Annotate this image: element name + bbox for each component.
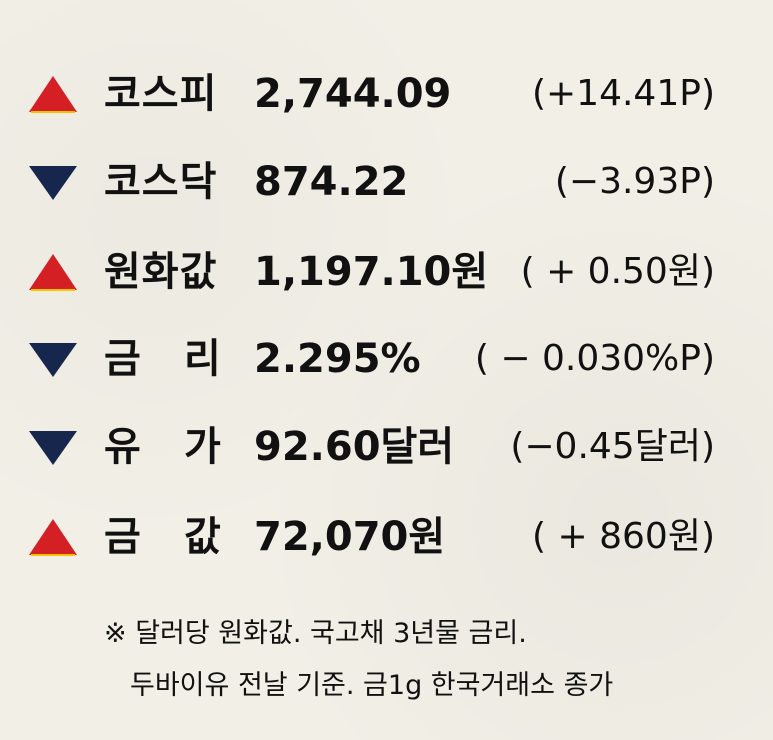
- row-value: 2,744.09: [254, 71, 452, 117]
- up-triangle-icon: [28, 74, 78, 114]
- row-label-first: 금: [104, 514, 141, 560]
- row-label: 원화값: [104, 249, 218, 295]
- row-change: (+14.41P): [531, 73, 715, 114]
- row-label-second: 리: [184, 336, 221, 382]
- footnote-line-2: 두바이유 전날 기준. 금1g 한국거래소 종가: [130, 670, 614, 701]
- row-label: 코스피: [104, 71, 218, 117]
- down-triangle-icon: [28, 339, 78, 379]
- row-label: 코스닥: [104, 159, 218, 205]
- row-change: (−0.45달러): [510, 426, 715, 467]
- down-triangle-icon: [28, 162, 78, 202]
- market-row-kospi: 코스피 2,744.09 (+14.41P): [0, 62, 773, 152]
- row-value: 92.60달러: [254, 424, 455, 470]
- row-change: ( + 860원): [532, 516, 715, 557]
- row-value: 1,197.10원: [254, 249, 489, 295]
- row-change: (−3.93P): [554, 161, 715, 202]
- row-label-second: 가: [184, 424, 221, 470]
- row-change: ( + 0.50원): [520, 251, 715, 292]
- row-value: 2.295%: [254, 336, 421, 382]
- row-value: 874.22: [254, 159, 409, 205]
- down-triangle-icon: [28, 427, 78, 467]
- up-triangle-icon: [28, 252, 78, 292]
- market-row-won: 원화값 1,197.10원 ( + 0.50원): [0, 240, 773, 330]
- row-value: 72,070원: [254, 514, 446, 560]
- row-label-first: 금: [104, 336, 141, 382]
- row-change: ( − 0.030%P): [474, 338, 715, 379]
- row-label-second: 값: [184, 514, 221, 560]
- footnote-line-1: ※ 달러당 원화값. 국고채 3년물 금리.: [104, 618, 527, 649]
- row-label-first: 유: [104, 424, 141, 470]
- market-row-kosdaq: 코스닥 874.22 (−3.93P): [0, 150, 773, 240]
- up-triangle-icon: [28, 517, 78, 557]
